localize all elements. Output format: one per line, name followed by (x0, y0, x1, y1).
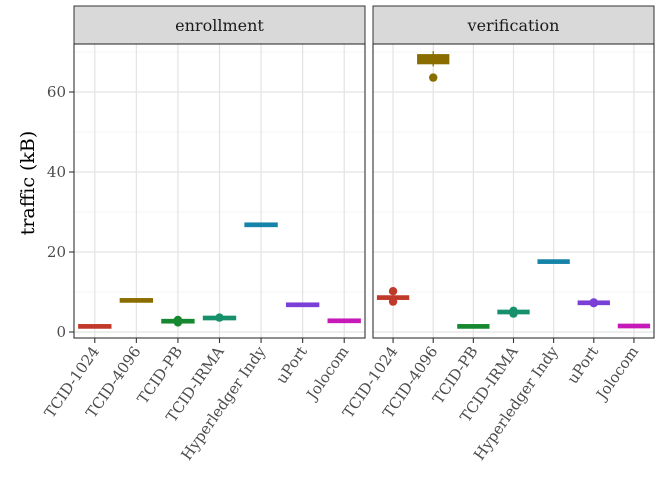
box-verification-uport (577, 298, 610, 308)
box-enrollment-tcid-pb (161, 315, 195, 327)
strip-verification (372, 5, 655, 45)
box-enrollment-jolocom (327, 318, 361, 324)
box-enrollment-tcid-irma (202, 313, 237, 322)
x-tick-label: uPort (272, 343, 310, 387)
box-verification-jolocom (617, 323, 651, 329)
outlier-point (388, 287, 398, 296)
box-verification-tcid-irma (497, 306, 530, 318)
y-tick-label: 60 (47, 83, 66, 101)
y-tick-label: 0 (56, 323, 66, 341)
outlier-point (509, 306, 518, 315)
outlier-point (589, 298, 598, 307)
strip-label-enrollment: enrollment (175, 16, 264, 35)
box-enrollment-tcid-4096 (119, 298, 154, 303)
strip-enrollment (73, 5, 366, 45)
panel-enrollment: enrollmentTCID-1024TCID-4096TCID-PBTCID-… (41, 5, 366, 464)
outlier-point (388, 297, 398, 306)
y-tick-label: 40 (47, 163, 66, 181)
y-tick-label: 20 (47, 243, 66, 261)
outlier-point (429, 73, 438, 82)
x-tick-label: Jolocom (302, 343, 353, 405)
plot-layer: enrollmentTCID-1024TCID-4096TCID-PBTCID-… (41, 5, 655, 464)
x-tick-label: uPort (564, 343, 602, 387)
box-enrollment-tcid-1024 (78, 324, 112, 329)
box-enrollment-hyperledger-indy (244, 222, 278, 228)
y-axis-title: traffic (kB) (17, 131, 39, 236)
panel-verification: verificationTCID-1024TCID-4096TCID-PBTCI… (339, 5, 655, 464)
box-enrollment-uport (285, 302, 320, 308)
box-verification-tcid-4096 (417, 51, 450, 82)
strip-label-verification: verification (467, 16, 560, 35)
box-verification-tcid-pb (457, 324, 490, 329)
box-verification-hyperledger-indy (537, 259, 570, 264)
box-verification-tcid-1024 (376, 287, 410, 306)
outlier-point (173, 315, 183, 325)
outlier-point (215, 313, 224, 322)
